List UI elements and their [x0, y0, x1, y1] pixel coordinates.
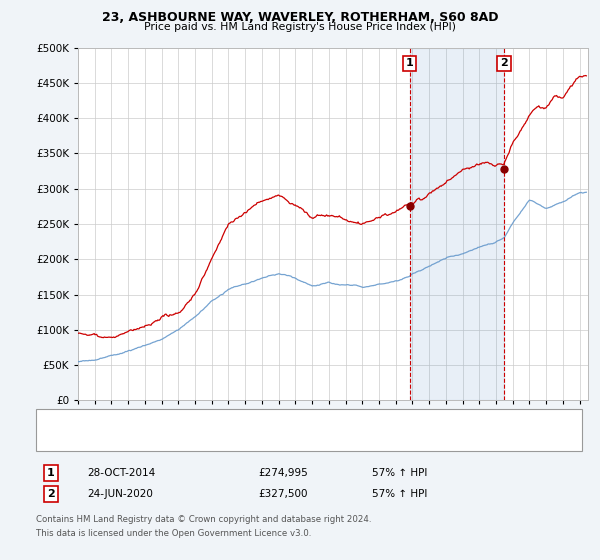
- Text: 57% ↑ HPI: 57% ↑ HPI: [372, 468, 427, 478]
- Text: 57% ↑ HPI: 57% ↑ HPI: [372, 489, 427, 499]
- Text: £327,500: £327,500: [258, 489, 308, 499]
- Text: 1: 1: [47, 468, 55, 478]
- Text: 1: 1: [406, 58, 413, 68]
- Text: 23, ASHBOURNE WAY, WAVERLEY, ROTHERHAM, S60 8AD: 23, ASHBOURNE WAY, WAVERLEY, ROTHERHAM, …: [102, 11, 498, 24]
- Text: 24-JUN-2020: 24-JUN-2020: [87, 489, 153, 499]
- Text: 28-OCT-2014: 28-OCT-2014: [87, 468, 155, 478]
- Bar: [410, 48, 504, 400]
- Text: £274,995: £274,995: [258, 468, 308, 478]
- Text: HPI: Average price, detached house, Rotherham: HPI: Average price, detached house, Roth…: [81, 434, 316, 444]
- Text: Contains HM Land Registry data © Crown copyright and database right 2024.: Contains HM Land Registry data © Crown c…: [36, 515, 371, 524]
- Text: ——: ——: [48, 432, 73, 446]
- Text: 23, ASHBOURNE WAY, WAVERLEY, ROTHERHAM, S60 8AD (detached house): 23, ASHBOURNE WAY, WAVERLEY, ROTHERHAM, …: [81, 416, 451, 426]
- Text: Price paid vs. HM Land Registry's House Price Index (HPI): Price paid vs. HM Land Registry's House …: [144, 22, 456, 32]
- Text: 2: 2: [47, 489, 55, 499]
- Text: This data is licensed under the Open Government Licence v3.0.: This data is licensed under the Open Gov…: [36, 529, 311, 538]
- Text: 2: 2: [500, 58, 508, 68]
- Text: ——: ——: [48, 414, 73, 427]
